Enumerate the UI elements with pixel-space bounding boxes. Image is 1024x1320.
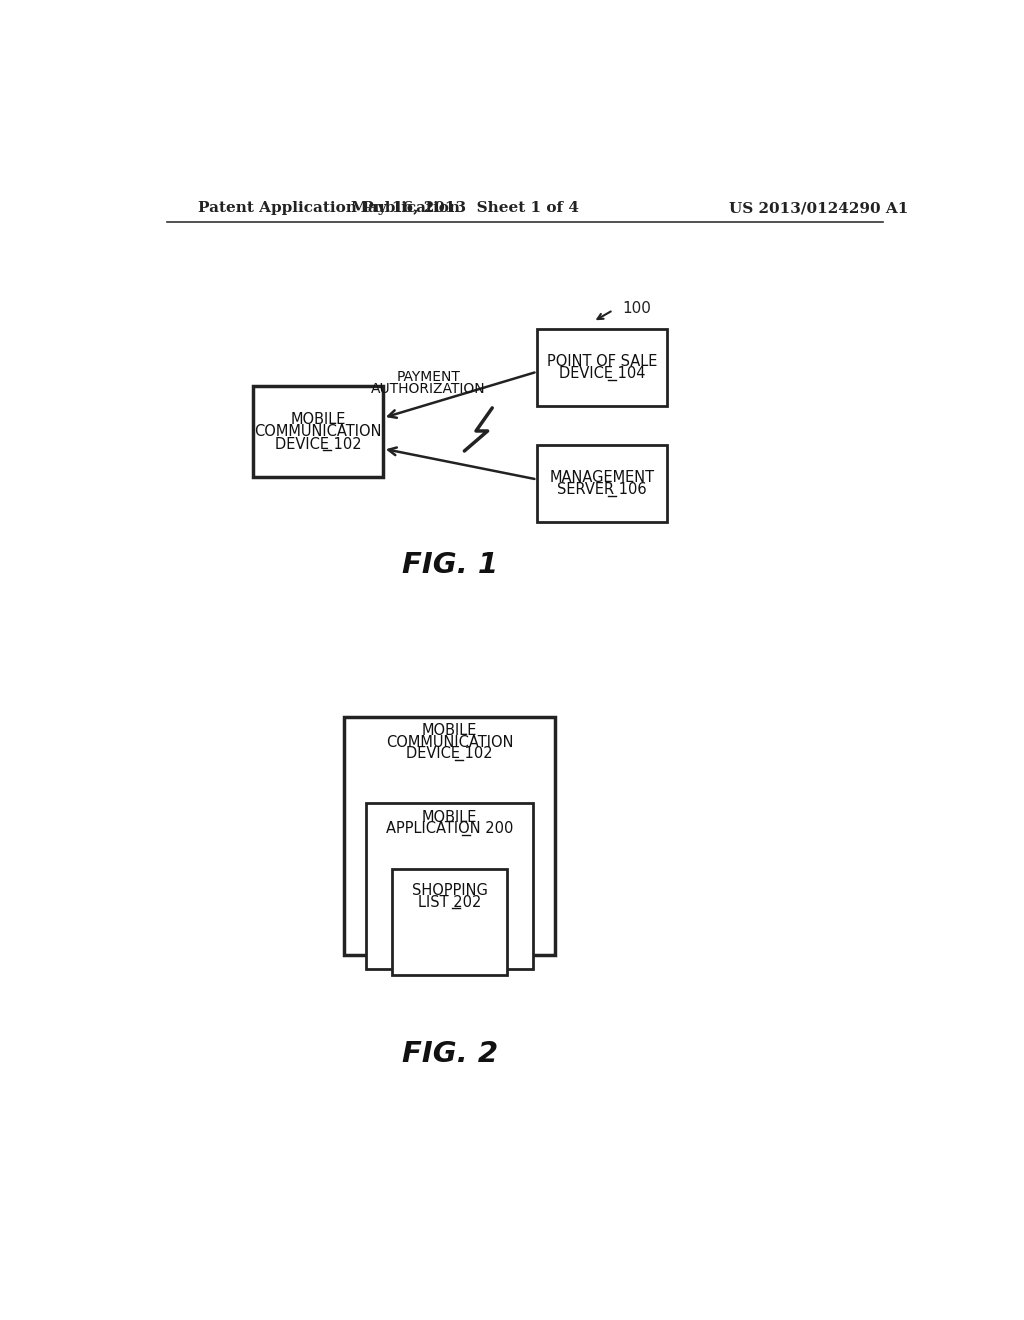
Text: APPLICATION 200: APPLICATION 200 — [386, 821, 513, 836]
Bar — [538, 330, 668, 407]
Text: COMMUNICATION: COMMUNICATION — [386, 734, 513, 750]
Text: SERVER 106: SERVER 106 — [557, 482, 647, 498]
Text: MOBILE: MOBILE — [422, 723, 477, 738]
Text: 100: 100 — [623, 301, 651, 315]
Text: DEVICE 102: DEVICE 102 — [407, 746, 493, 762]
Text: May 16, 2013  Sheet 1 of 4: May 16, 2013 Sheet 1 of 4 — [351, 202, 580, 215]
Text: LIST 202: LIST 202 — [418, 895, 481, 909]
Text: COMMUNICATION: COMMUNICATION — [254, 424, 382, 440]
Text: SHOPPING: SHOPPING — [412, 883, 487, 898]
Text: DEVICE 102: DEVICE 102 — [274, 437, 361, 451]
Text: DEVICE 104: DEVICE 104 — [559, 367, 645, 381]
Bar — [538, 445, 668, 521]
Text: Patent Application Publication: Patent Application Publication — [198, 202, 460, 215]
Bar — [253, 387, 383, 478]
Text: AUTHORIZATION: AUTHORIZATION — [372, 383, 486, 396]
Text: MANAGEMENT: MANAGEMENT — [550, 470, 655, 484]
Text: MOBILE: MOBILE — [422, 809, 477, 825]
Text: US 2013/0124290 A1: US 2013/0124290 A1 — [729, 202, 908, 215]
Text: FIG. 2: FIG. 2 — [401, 1040, 498, 1068]
Text: PAYMENT: PAYMENT — [396, 370, 461, 384]
Bar — [367, 804, 532, 969]
Bar — [344, 717, 555, 956]
Text: MOBILE: MOBILE — [290, 412, 345, 426]
Text: FIG. 1: FIG. 1 — [401, 550, 498, 579]
Bar — [392, 869, 507, 975]
Text: POINT OF SALE: POINT OF SALE — [547, 354, 657, 370]
